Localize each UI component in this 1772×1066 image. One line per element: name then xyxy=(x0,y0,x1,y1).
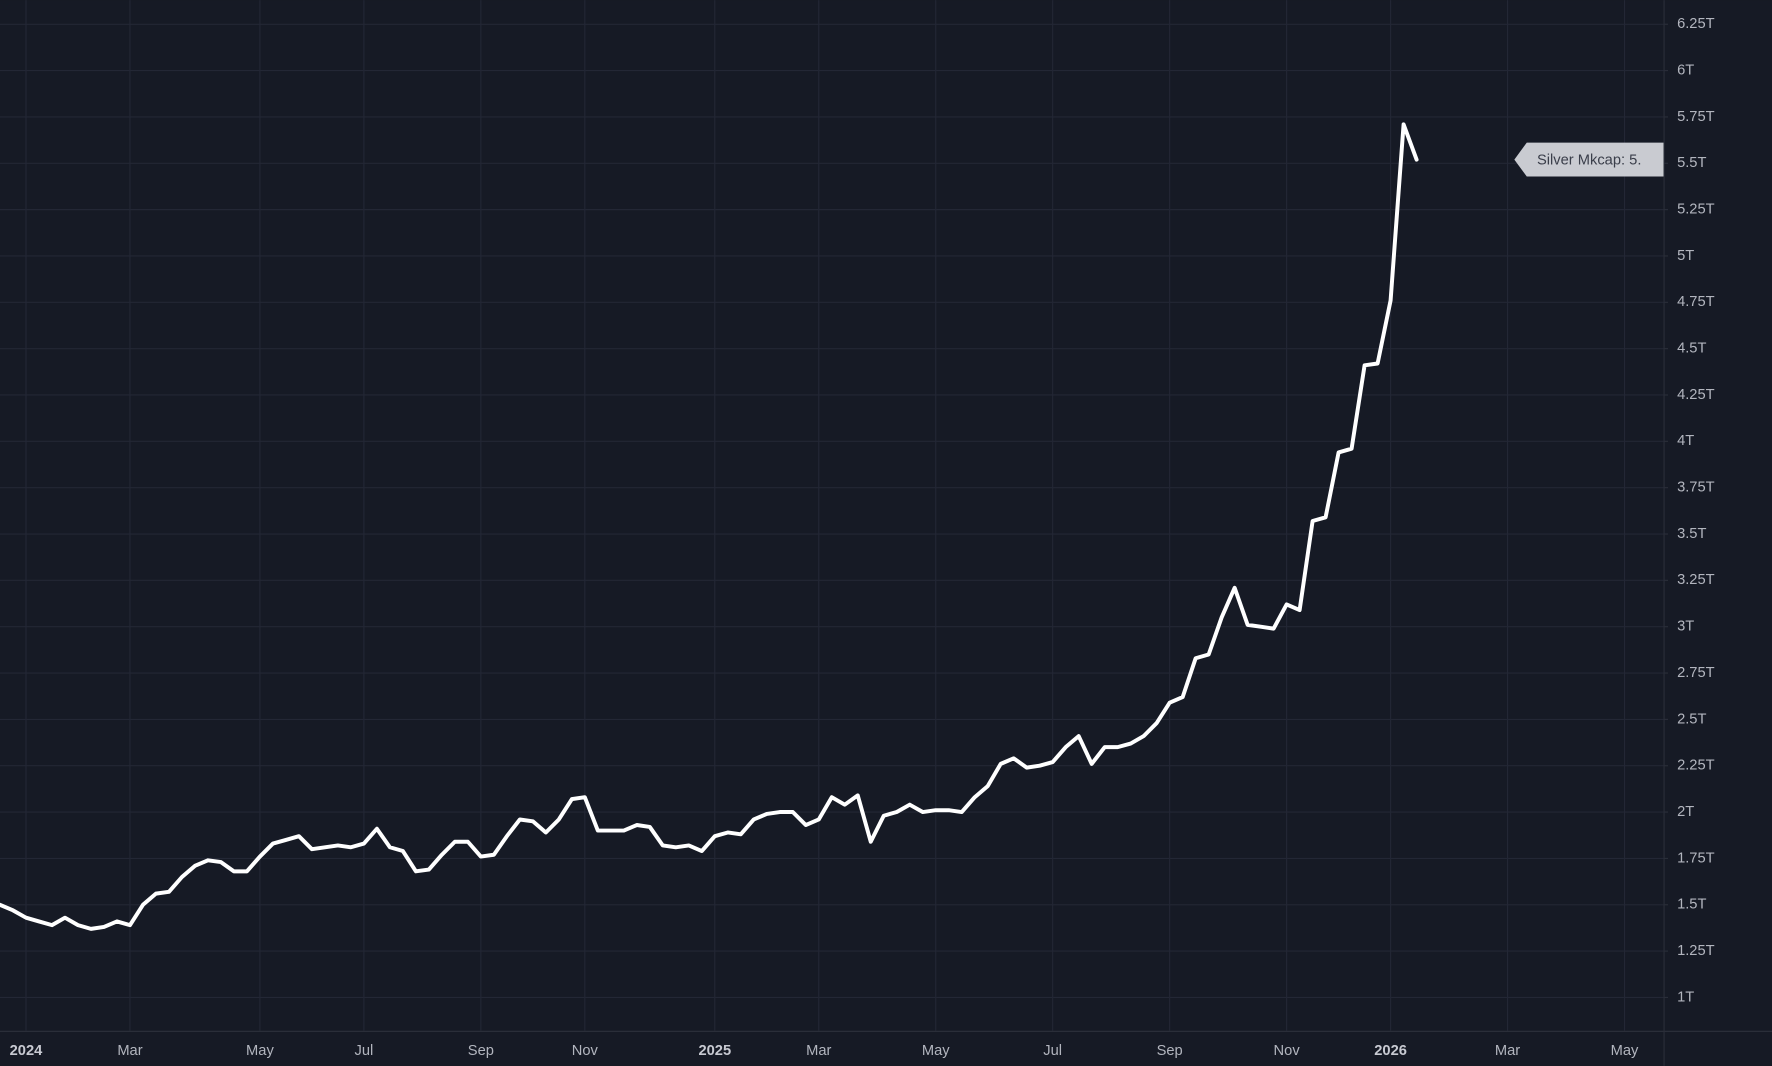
y-tick-label: 6.25T xyxy=(1677,16,1715,32)
x-tick-label: May xyxy=(922,1043,950,1059)
x-tick-label: Mar xyxy=(1495,1043,1520,1059)
series-line xyxy=(0,122,1419,931)
y-tick-label: 3.25T xyxy=(1677,572,1715,588)
x-tick-label: Jul xyxy=(355,1043,374,1059)
y-tick-label: 5T xyxy=(1677,248,1694,264)
price-tag: Silver Mkcap: 5. xyxy=(1514,142,1664,177)
y-tick-label: 5.5T xyxy=(1677,155,1706,171)
x-tick-label: May xyxy=(246,1043,274,1059)
tag-body: Silver Mkcap: 5. xyxy=(1514,142,1664,177)
tag-label: Silver Mkcap: 5. xyxy=(1537,153,1641,169)
y-tick-label: 2.75T xyxy=(1677,665,1715,681)
x-tick-label: 2025 xyxy=(698,1043,731,1059)
y-tick-label: 5.25T xyxy=(1677,201,1715,217)
y-tick-label: 3T xyxy=(1677,619,1694,635)
x-tick-label: Sep xyxy=(468,1043,494,1059)
y-tick-label: 2.5T xyxy=(1677,711,1706,727)
y-tick-label: 4T xyxy=(1677,433,1694,449)
grid xyxy=(0,0,1664,1031)
y-tick-label: 1.5T xyxy=(1677,897,1706,913)
y-tick-label: 4.25T xyxy=(1677,387,1715,403)
x-tick-label: 2026 xyxy=(1374,1043,1407,1059)
x-tick-label: Mar xyxy=(117,1043,142,1059)
y-tick-label: 1.25T xyxy=(1677,943,1715,959)
y-tick-label: 1T xyxy=(1677,989,1694,1005)
y-tick-label: 6T xyxy=(1677,62,1694,78)
x-tick-label: Nov xyxy=(1274,1043,1301,1059)
axes: 1T 1.25T 1.5T 1.75T 2T 2.25T 2.5T 2.75T 3T 3.25T 3… xyxy=(10,16,1715,1059)
x-tick-label: Sep xyxy=(1157,1043,1183,1059)
x-tick-label: 2024 xyxy=(10,1043,44,1059)
x-tick-label: Mar xyxy=(806,1043,831,1059)
y-tick-label: 3.75T xyxy=(1677,480,1715,496)
y-tick-label: 2T xyxy=(1677,804,1694,820)
y-tick-label: 1.75T xyxy=(1677,850,1715,866)
y-tick-label: 4.75T xyxy=(1677,294,1715,310)
x-tick-label: Jul xyxy=(1043,1043,1062,1059)
plot-area xyxy=(0,122,1419,931)
y-tick-label: 5.75T xyxy=(1677,109,1715,125)
x-tick-label: May xyxy=(1611,1043,1639,1059)
y-tick-label: 2.25T xyxy=(1677,758,1715,774)
x-tick-label: Nov xyxy=(572,1043,599,1059)
y-tick-label: 3.5T xyxy=(1677,526,1706,542)
y-tick-label: 4.5T xyxy=(1677,341,1706,357)
tag-shape xyxy=(1514,142,1664,177)
